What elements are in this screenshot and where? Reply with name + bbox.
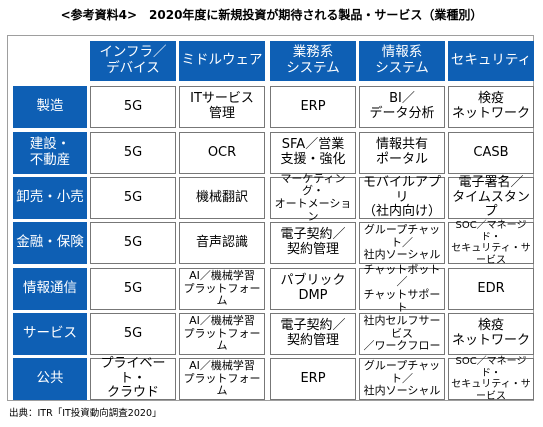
table-cell: ITサービス 管理 xyxy=(179,86,265,128)
table-cell: プライベート・ クラウド xyxy=(90,356,176,400)
row-header: 情報通信 xyxy=(13,268,87,310)
table-cell: AI／機械学習 プラットフォーム xyxy=(179,313,265,355)
column-header: ミドルウェア xyxy=(179,41,265,81)
table-cell: AI／機械学習 プラットフォーム xyxy=(179,268,265,310)
table-cell: 情報共有 ポータル xyxy=(359,132,445,174)
table-cell: モバイルアプリ （社内向け） xyxy=(359,175,445,219)
row-header: 卸売・小売 xyxy=(13,177,87,219)
table-cell: EDR xyxy=(448,268,534,310)
table-cell: 5G xyxy=(90,268,176,310)
table-cell: 音声認識 xyxy=(179,222,265,264)
table-cell: マーケティング・ オートメーション xyxy=(270,172,356,222)
table-cell: BI／ データ分析 xyxy=(359,86,445,128)
row-header: サービス xyxy=(13,313,87,355)
table-cell: パブリック DMP xyxy=(270,268,356,310)
table-cell: 機械翻訳 xyxy=(179,177,265,219)
row-header: 製造 xyxy=(13,86,87,128)
table-cell: SOC／マネージド・ セキュリティ・サービス xyxy=(448,356,534,402)
table-cell: 5G xyxy=(90,177,176,219)
table-cell: 電子契約／ 契約管理 xyxy=(270,313,356,355)
column-header: インフラ／ デバイス xyxy=(90,41,176,81)
table-cell: ERP xyxy=(270,358,356,400)
table-cell: 5G xyxy=(90,222,176,264)
table-cell: AI／機械学習 プラットフォーム xyxy=(179,358,265,400)
row-header: 公共 xyxy=(13,358,87,400)
table-cell: 電子契約／ 契約管理 xyxy=(270,222,356,264)
table-cell: CASB xyxy=(448,132,534,174)
table-cell: SFA／営業 支援・強化 xyxy=(270,132,356,174)
column-header: セキュリティ xyxy=(448,41,534,81)
table-cell: チャットボット／ チャットサポート xyxy=(359,263,445,313)
source-note: 出典：ITR「IT投資動向調査2020」 xyxy=(9,408,162,419)
table-cell: 電子署名／ タイムスタンプ xyxy=(448,175,534,219)
table-cell: グループチャット／ 社内ソーシャル xyxy=(359,358,445,400)
table-cell: SOC／マネージド・ セキュリティ・サービス xyxy=(448,220,534,266)
row-header: 金融・保険 xyxy=(13,222,87,264)
page-title: <参考資料4> 2020年度に新規投資が期待される製品・サービス（業種別） xyxy=(60,8,483,22)
table-cell: OCR xyxy=(179,132,265,174)
table-cell: 検疫 ネットワーク xyxy=(448,313,534,355)
table-cell: 5G xyxy=(90,313,176,355)
row-header: 建設・ 不動産 xyxy=(13,132,87,174)
table-cell: ERP xyxy=(270,86,356,128)
investment-table: インフラ／ デバイス ミドルウェア 業務系 システム 情報系 システム セキュリティ製造… xyxy=(7,35,534,402)
column-header: 業務系 システム xyxy=(270,41,356,81)
table-cell: 5G xyxy=(90,132,176,174)
table-cell: 社内セルフサービス ／ワークフロー xyxy=(359,313,445,355)
column-header: 情報系 システム xyxy=(359,41,445,81)
table-cell: 5G xyxy=(90,86,176,128)
table-cell: 検疫 ネットワーク xyxy=(448,86,534,128)
table-cell: グループチャット／ 社内ソーシャル xyxy=(359,222,445,264)
